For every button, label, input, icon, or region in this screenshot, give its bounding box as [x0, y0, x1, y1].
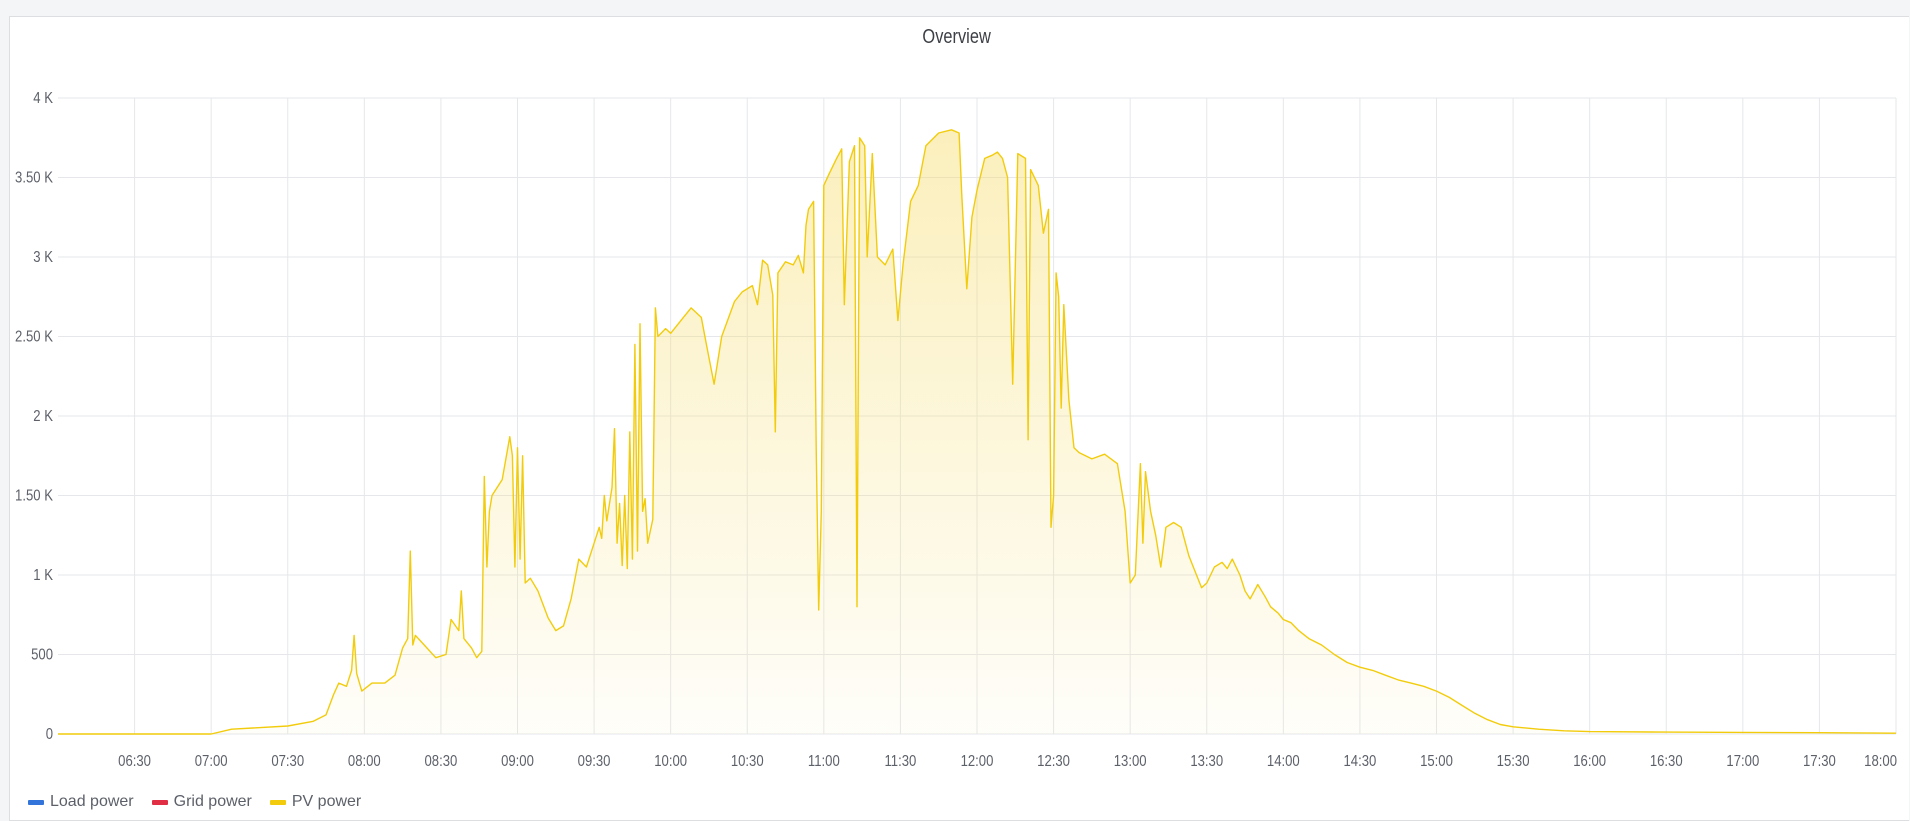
- x-tick-label: 16:30: [1650, 753, 1683, 770]
- y-tick-label: 2 K: [33, 408, 53, 425]
- legend-label-pv: PV power: [291, 793, 362, 810]
- x-tick-label: 12:30: [1037, 753, 1070, 770]
- legend-label-grid: Grid power: [173, 793, 252, 810]
- panel-title: Overview: [922, 26, 991, 48]
- x-tick-label: 08:30: [425, 753, 458, 770]
- y-tick-label: 2.50 K: [15, 328, 53, 345]
- legend-swatch-load: [28, 799, 44, 805]
- legend-item-grid-power[interactable]: Grid power: [151, 793, 252, 811]
- x-tick-label: 15:30: [1497, 753, 1530, 770]
- x-tick-label: 09:30: [578, 753, 611, 770]
- legend-label-load: Load power: [50, 793, 134, 810]
- x-tick-label: 11:00: [808, 753, 840, 770]
- legend-swatch-pv: [269, 799, 286, 805]
- legend-item-pv-power[interactable]: PV power: [269, 793, 362, 811]
- pv-power-area: [58, 129, 1896, 735]
- x-tick-label: 18:00: [1864, 753, 1897, 770]
- x-tick-label: 16:00: [1573, 753, 1606, 770]
- x-axis: 06:30 07:00 07:30 08:00 08:30 09:00 09:30 10:00…: [118, 753, 1897, 770]
- x-tick-label: 08:00: [348, 753, 381, 770]
- x-tick-label: 10:00: [654, 753, 687, 770]
- x-tick-label: 12:00: [961, 753, 994, 770]
- y-tick-label: 3.50 K: [15, 169, 53, 186]
- legend: Load power Grid power PV power: [28, 793, 361, 811]
- legend-swatch-grid: [151, 799, 168, 805]
- chart-area: 0 500 1 K 1.50 K 2 K 2.50 K 3 K 3.50 K 4 K 06:30…: [15, 90, 1897, 770]
- x-tick-label: 06:30: [118, 753, 151, 770]
- x-tick-label: 17:30: [1803, 753, 1836, 770]
- y-axis: 0 500 1 K 1.50 K 2 K 2.50 K 3 K 3.50 K 4 K: [15, 90, 53, 743]
- y-tick-label: 4 K: [33, 90, 53, 107]
- pv-power-line: [58, 129, 1897, 735]
- x-tick-label: 17:00: [1726, 753, 1759, 770]
- y-tick-label: 3 K: [33, 249, 53, 266]
- x-tick-label: 07:00: [195, 753, 228, 770]
- x-tick-label: 13:00: [1114, 753, 1147, 770]
- x-tick-label: 15:00: [1420, 753, 1453, 770]
- x-tick-label: 13:30: [1190, 753, 1223, 770]
- legend-item-load-power[interactable]: Load power: [28, 793, 134, 811]
- x-tick-label: 14:30: [1344, 753, 1377, 770]
- y-tick-label: 500: [31, 646, 53, 663]
- y-tick-label: 0: [46, 726, 53, 743]
- x-tick-label: 07:30: [271, 753, 304, 770]
- x-tick-label: 10:30: [731, 753, 764, 770]
- y-tick-label: 1 K: [33, 567, 53, 584]
- series-layer: [58, 129, 1897, 735]
- x-tick-label: 09:00: [501, 753, 534, 770]
- x-tick-label: 14:00: [1267, 753, 1300, 770]
- y-tick-label: 1.50 K: [15, 487, 53, 504]
- x-tick-label: 11:30: [884, 753, 916, 770]
